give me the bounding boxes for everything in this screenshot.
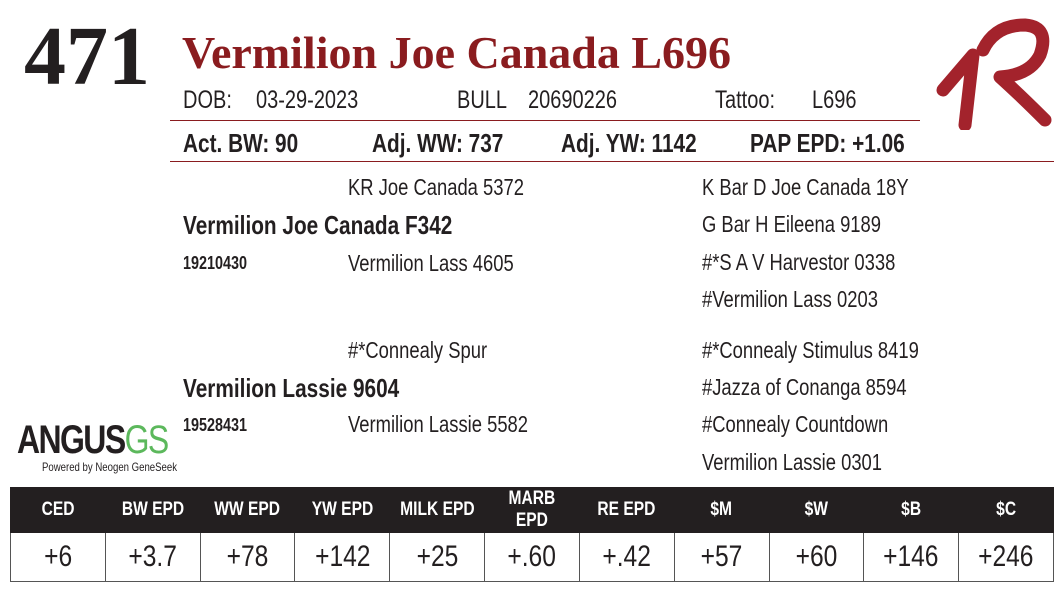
divider (170, 161, 1054, 162)
epd-header-text: YW EPD (311, 499, 374, 520)
brand-logo (936, 18, 1052, 130)
epd-header-text: BW EPD (121, 499, 184, 520)
epd-value-text: +142 (314, 540, 371, 573)
epd-value: +.42 (578, 532, 675, 582)
epd-value: +60 (768, 532, 865, 582)
sire-registration: 19210430 (183, 253, 248, 273)
epd-value-text: +246 (978, 540, 1034, 573)
epd-value: +.60 (484, 532, 580, 582)
pedigree-entry: Vermilion Lassie 0301 (702, 449, 883, 475)
lot-number: 471 (24, 10, 150, 103)
dam-registration: 19528431 (183, 415, 248, 435)
stat: Adj. YW: 1142 (561, 128, 697, 158)
epd-header-text: MILK EPD (399, 499, 475, 520)
epd-table: CED BW EPD WW EPD YW EPD MILK EPD MARB EPD RE … (10, 487, 1054, 582)
epd-value: +57 (673, 532, 770, 582)
epd-value-text: +57 (700, 540, 743, 573)
dam-name: Vermilion Lassie 9604 (183, 373, 400, 403)
pedigree-entry: #*Connealy Spur (348, 337, 488, 363)
logo-tagline: Powered by Neogen GeneSeek (42, 460, 178, 474)
epd-value: +3.7 (104, 532, 201, 582)
registration: 20690226 (528, 86, 617, 114)
pedigree-entry: #Vermilion Lass 0203 (702, 286, 878, 312)
pedigree-entry: #*S A V Harvestor 0338 (702, 249, 896, 275)
epd-header-text: $C (996, 499, 1017, 520)
pedigree-entry: KR Joe Canada 5372 (348, 174, 524, 200)
pedigree-entry: #*Connealy Stimulus 8419 (702, 337, 919, 363)
epd-header: MARB EPD (484, 487, 580, 533)
logo-text: ANGUS (17, 418, 126, 462)
epd-header: MILK EPD (389, 487, 486, 533)
header-row: CED BW EPD WW EPD YW EPD MILK EPD MARB EPD RE … (10, 487, 1054, 533)
animal-name: Vermilion Joe Canada L696 (182, 27, 732, 78)
epd-header-text: RE EPD (597, 499, 656, 520)
epd-header: $M (673, 487, 770, 533)
sire-name: Vermilion Joe Canada F342 (183, 210, 453, 240)
epd-value: +78 (199, 532, 296, 582)
dob: 03-29-2023 (256, 86, 359, 114)
epd-value: +142 (294, 532, 391, 582)
epd-value: +6 (10, 532, 106, 582)
epd-header: YW EPD (294, 487, 391, 533)
epd-value-text: +6 (43, 540, 72, 573)
epd-value-text: +60 (795, 540, 838, 573)
pedigree-entry: Vermilion Lassie 5582 (348, 411, 529, 437)
epd-header-text: CED (41, 499, 75, 520)
epd-header: $B (863, 487, 960, 533)
epd-value: +25 (389, 532, 486, 582)
epd-value-text: +146 (883, 540, 939, 573)
tattoo: L696 (812, 86, 857, 114)
epd-header: BW EPD (104, 487, 201, 533)
divider (170, 120, 920, 121)
tattoo-label: Tattoo: (715, 86, 776, 114)
pedigree-entry: Vermilion Lass 4605 (348, 250, 514, 276)
epd-header-text: $B (901, 499, 922, 520)
value-row: +6 +3.7 +78 +142 +25 +.60 +.42 +57 +60 +146 +246 (10, 532, 1054, 582)
epd-header-text: $M (710, 499, 733, 520)
epd-value: +246 (958, 532, 1054, 582)
stat: PAP EPD: +1.06 (750, 128, 905, 158)
epd-header: WW EPD (199, 487, 296, 533)
epd-value-text: +78 (226, 540, 269, 573)
epd-value-text: +.60 (507, 540, 557, 573)
stat: Adj. WW: 737 (372, 128, 504, 158)
epd-value: +146 (863, 532, 960, 582)
epd-header: CED (10, 487, 106, 533)
epd-header-text: $W (804, 499, 829, 520)
epd-header-text: MARB EPD (508, 488, 556, 531)
logo-gs: GS (124, 418, 170, 462)
epd-header-text: WW EPD (214, 499, 281, 520)
pedigree-entry: #Connealy Countdown (702, 411, 889, 437)
pedigree-entry: K Bar D Joe Canada 18Y (702, 174, 909, 200)
epd-value-text: +3.7 (128, 540, 177, 573)
epd-header: RE EPD (578, 487, 675, 533)
epd-value-text: +25 (416, 540, 459, 573)
epd-header: $C (958, 487, 1054, 533)
epd-value-text: +.42 (602, 540, 652, 573)
sex: BULL (457, 86, 508, 114)
logo-angus: ANGUSGS (17, 418, 170, 463)
epd-header: $W (768, 487, 865, 533)
stat: Act. BW: 90 (183, 128, 299, 158)
dob-label: DOB: (183, 86, 232, 114)
pedigree-entry: G Bar H Eileena 9189 (702, 211, 881, 237)
pedigree-entry: #Jazza of Conanga 8594 (702, 374, 907, 400)
